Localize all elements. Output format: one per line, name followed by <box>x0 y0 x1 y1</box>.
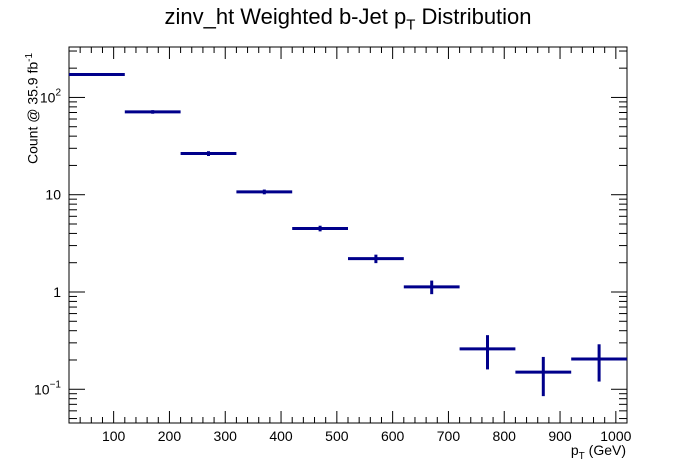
x-axis-title: pT (GeV) <box>570 442 626 462</box>
y-tick-label: 102 <box>40 87 62 105</box>
y-tick-label: 1 <box>53 284 61 300</box>
x-tick-label: 1000 <box>600 428 631 444</box>
x-tick-label: 600 <box>381 428 405 444</box>
x-tick-label: 800 <box>493 428 517 444</box>
y-tick-label: 10 <box>45 187 61 203</box>
x-tick-label: 400 <box>269 428 293 444</box>
x-tick-label: 100 <box>102 428 126 444</box>
x-tick-label: 700 <box>437 428 461 444</box>
x-tick-label: 900 <box>548 428 572 444</box>
chart-title: zinv_ht Weighted b-Jet pT Distribution <box>164 4 532 34</box>
x-tick-label: 300 <box>214 428 238 444</box>
y-tick-label: 10−1 <box>34 379 61 397</box>
x-tick-label: 200 <box>158 428 182 444</box>
x-tick-label: 500 <box>325 428 349 444</box>
